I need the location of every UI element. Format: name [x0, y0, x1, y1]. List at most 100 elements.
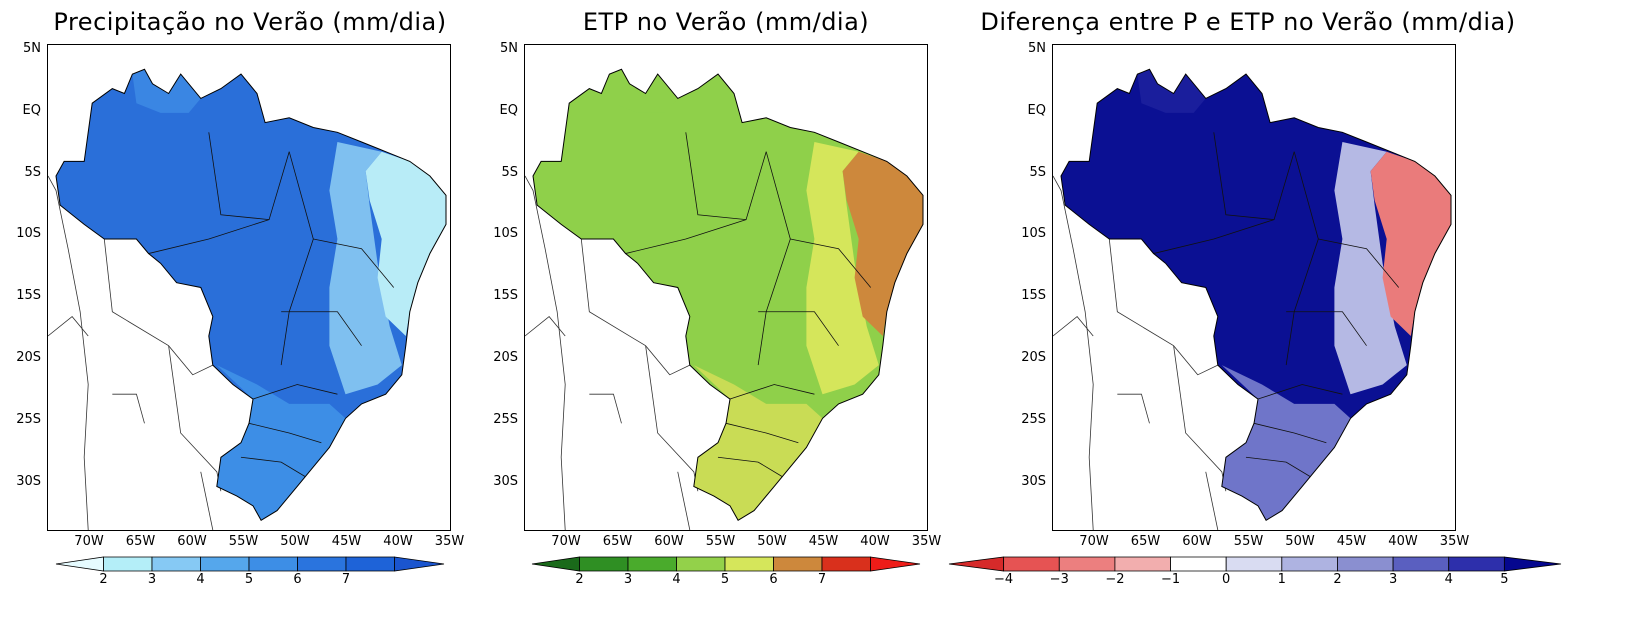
- country-border: [525, 175, 566, 530]
- lon-tick-label: 55W: [1233, 534, 1264, 549]
- map-panel-precipitation: Precipitação no Verão (mm/dia) 5N EQ 5S 10S 1…: [0, 0, 500, 618]
- colorbar-segment: [579, 556, 629, 572]
- south-region-fill: [216, 365, 346, 521]
- country-border: [112, 393, 145, 424]
- lon-tick-label: 65W: [125, 534, 156, 549]
- state-border: [313, 238, 395, 288]
- lat-tick-label: 10S: [493, 226, 518, 242]
- colorbar: [948, 556, 1562, 572]
- state-border: [758, 311, 839, 346]
- state-border: [1153, 219, 1275, 254]
- lon-tick-label: 55W: [705, 534, 736, 549]
- lat-tick-label: 5N: [500, 41, 518, 56]
- northeast-coast-fill: [1370, 151, 1451, 336]
- colorbar-segment: [1503, 556, 1562, 572]
- state-border: [1286, 311, 1367, 346]
- colorbar-label: 5: [1500, 572, 1509, 587]
- brazil-map: [525, 68, 924, 530]
- lon-tick-label: 45W: [808, 534, 839, 549]
- lon-tick-label: 65W: [1130, 534, 1161, 549]
- lon-tick-label: 60W: [654, 534, 684, 549]
- country-border: [1205, 471, 1219, 530]
- coast-inner-fill: [806, 142, 879, 395]
- state-border: [1257, 384, 1343, 400]
- colorbar: [55, 556, 445, 572]
- colorbar-segment: [870, 556, 921, 572]
- country-border: [580, 238, 690, 376]
- state-border: [725, 422, 799, 444]
- coast-inner-fill: [329, 142, 402, 395]
- coast-inner-fill: [1334, 142, 1407, 395]
- colorbar-segment: [345, 556, 395, 572]
- lat-tick-label: 25S: [1021, 411, 1046, 427]
- state-border: [1245, 456, 1311, 477]
- colorbar-label: 7: [817, 572, 827, 587]
- colorbar-segment: [103, 556, 153, 572]
- state-border: [208, 132, 290, 221]
- colorbar-label: 7: [341, 572, 351, 587]
- colorbar-label: 3: [1388, 572, 1398, 587]
- colorbar-segment: [200, 556, 250, 572]
- lon-tick-label: 35W: [911, 534, 942, 549]
- state-border: [1213, 132, 1295, 221]
- country-border: [1173, 345, 1227, 492]
- state-border: [790, 238, 872, 288]
- brazil-outline: [532, 68, 924, 521]
- lon-tick-label: 50W: [1285, 534, 1315, 549]
- state-border: [1318, 238, 1400, 288]
- colorbar-segment: [151, 556, 201, 572]
- colorbar-segment: [1448, 556, 1505, 572]
- lat-tick-label: 30S: [1021, 473, 1046, 489]
- lat-tick-label: 20S: [1021, 350, 1046, 365]
- colorbar-segment: [1114, 556, 1171, 572]
- state-border: [729, 384, 815, 400]
- lon-tick-label: 60W: [1182, 534, 1212, 549]
- colorbar-label: 2: [1333, 572, 1342, 587]
- lat-tick-label: 5S: [1029, 164, 1046, 180]
- colorbar-label: 5: [244, 572, 254, 587]
- colorbar-label: 3: [147, 572, 157, 587]
- colorbar-segment: [1225, 556, 1283, 572]
- colorbar-segment: [627, 556, 677, 572]
- map-panel-difference: Diferença entre P e ETP no Verão (mm/dia…: [948, 0, 1562, 618]
- lon-tick-label: 60W: [177, 534, 207, 549]
- lon-tick-label: 65W: [602, 534, 633, 549]
- state-border: [280, 151, 314, 366]
- lat-tick-label: EQ: [22, 102, 41, 118]
- colorbar-label: −2: [1105, 572, 1125, 587]
- colorbar-segment: [676, 556, 726, 572]
- north-region-fill: [132, 69, 201, 113]
- colorbar-segment: [724, 556, 774, 572]
- lon-tick-label: 40W: [860, 534, 890, 549]
- lon-tick-label: 70W: [1079, 534, 1109, 549]
- lon-tick-label: 40W: [383, 534, 413, 549]
- state-border: [717, 456, 783, 477]
- lat-tick-label: 25S: [16, 411, 41, 427]
- colorbar-label: 3: [623, 572, 633, 587]
- colorbar-segment: [948, 556, 1005, 572]
- colorbar-segment: [531, 556, 580, 572]
- lat-tick-label: 15S: [16, 288, 41, 304]
- lat-tick-label: EQ: [1027, 102, 1046, 118]
- country-border: [1053, 175, 1094, 530]
- brazil-map: [1053, 68, 1452, 530]
- lon-tick-label: 45W: [331, 534, 362, 549]
- lon-tick-label: 35W: [1439, 534, 1470, 549]
- lat-tick-label: 30S: [493, 473, 518, 489]
- state-border: [148, 219, 270, 254]
- lat-tick-label: 10S: [16, 226, 41, 242]
- lat-tick-label: EQ: [499, 102, 518, 118]
- country-border: [48, 175, 89, 530]
- brazil-outline: [1060, 68, 1452, 521]
- lat-tick-label: 25S: [493, 411, 518, 427]
- country-border: [589, 393, 622, 424]
- state-border: [281, 311, 362, 346]
- north-region-fill: [609, 69, 678, 113]
- colorbar-label: 6: [769, 572, 778, 587]
- lat-tick-label: 5N: [1028, 41, 1046, 56]
- panel-title: ETP no Verão (mm/dia): [582, 8, 870, 36]
- south-region-fill: [693, 365, 823, 521]
- south-region-fill: [1221, 365, 1351, 521]
- colorbar: [531, 556, 921, 572]
- colorbar-segment: [1337, 556, 1394, 572]
